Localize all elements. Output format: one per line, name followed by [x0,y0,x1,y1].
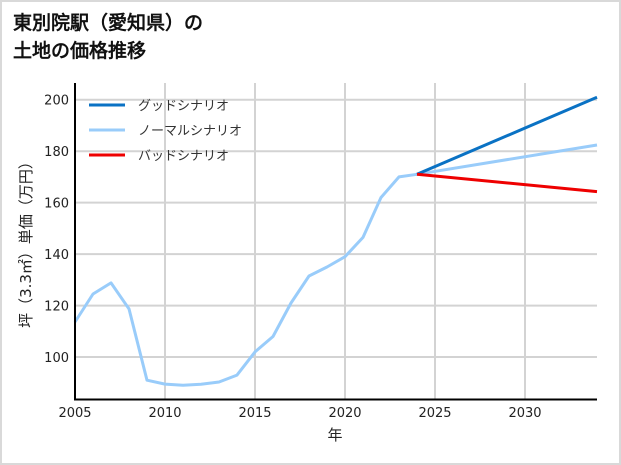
y-tick-label: 180 [44,145,69,160]
axes [74,83,597,401]
x-tick-label: 2005 [58,406,91,421]
y-tick-labels: 100 120 140 160 180 200 [44,94,69,366]
gridlines [75,83,597,400]
x-tick-labels: 2005 2010 2015 2020 2025 2030 [58,406,541,421]
series-line [416,172,598,194]
x-axis-label: 年 [327,426,342,444]
series-line [416,95,598,176]
y-axis-label: 坪（3.3㎡）単価（万円） [17,154,35,328]
y-tick-label: 100 [44,351,69,366]
y-tick-label: 120 [44,300,69,315]
legend-label: グッドシナリオ [138,99,229,114]
x-tick-label: 2015 [238,406,271,421]
x-tick-label: 2030 [508,406,541,421]
series-line [73,143,598,387]
data-series [73,95,598,387]
chart-title: 東別院駅（愛知県）の 土地の価格推移 [13,9,203,65]
chart-title-line-1: 東別院駅（愛知県）の [13,12,204,34]
legend-label: バッドシナリオ [138,149,229,164]
chart-title-line-2: 土地の価格推移 [13,40,147,62]
x-tick-label: 2020 [328,406,361,421]
legend-label: ノーマルシナリオ [138,124,242,139]
y-tick-label: 140 [44,248,69,263]
y-tick-label: 160 [44,197,69,212]
x-tick-label: 2025 [418,406,451,421]
x-tick-label: 2010 [148,406,181,421]
y-tick-label: 200 [44,94,69,109]
